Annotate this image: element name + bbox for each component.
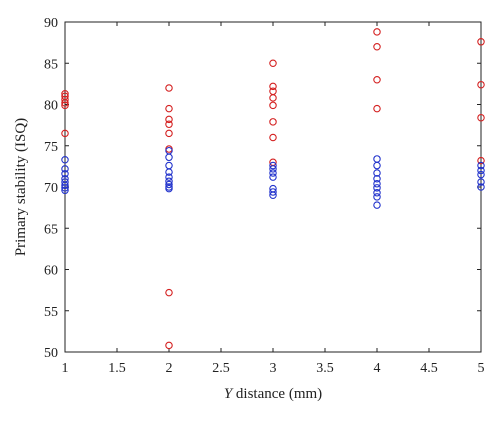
axis-ticks [64, 21, 482, 353]
y-tick-labels: 50 55 60 65 70 75 80 85 90 [44, 16, 58, 361]
x-tick-label: 1.5 [108, 361, 126, 376]
x-tick-label: 3.5 [316, 361, 334, 376]
data-point-series-0 [61, 90, 69, 98]
data-point-series-0 [269, 59, 277, 67]
data-point-series-1 [165, 168, 173, 176]
plot-area [64, 21, 482, 353]
data-point-series-0 [165, 288, 173, 297]
data-point-series-0 [269, 101, 277, 110]
data-point-series-1 [373, 193, 381, 201]
x-tick-label: 4 [374, 361, 381, 376]
y-tick-label: 70 [44, 181, 58, 196]
data-point-series-1 [269, 165, 277, 173]
data-point-series-1 [165, 153, 173, 162]
data-point-series-1 [61, 186, 69, 195]
data-point-series-1 [61, 156, 69, 164]
data-point-series-1 [477, 178, 485, 186]
data-point-series-0 [269, 118, 277, 126]
data-point-series-0 [165, 115, 173, 124]
data-point-series-1 [61, 184, 69, 192]
y-tick-label: 50 [44, 346, 58, 361]
x-tick-labels: 1 1.5 2 2.5 3 3.5 4 4.5 5 [62, 361, 485, 376]
data-point-series-1 [61, 165, 69, 173]
data-point-series-1 [269, 188, 277, 196]
x-axis-label-italic: Y [224, 386, 234, 402]
x-tick-label: 2.5 [212, 361, 230, 376]
data-point-series-0 [477, 156, 485, 165]
x-tick-label: 3 [270, 361, 277, 376]
data-point-series-1 [61, 178, 69, 186]
data-point-series-1 [61, 170, 69, 178]
data-point-series-1 [269, 173, 277, 181]
data-point-series-0 [61, 99, 69, 107]
x-tick-label: 1 [62, 361, 69, 376]
data-point-series-0 [373, 104, 381, 113]
data-point-series-0 [269, 94, 277, 102]
data-point-series-0 [269, 133, 277, 142]
data-point-series-1 [477, 166, 485, 175]
x-tick-label: 5 [478, 361, 485, 376]
y-tick-label: 60 [44, 264, 58, 279]
data-point-series-1 [373, 184, 381, 192]
data-point-series-0 [373, 28, 381, 36]
y-tick-label: 75 [44, 140, 58, 155]
data-point-series-0 [269, 82, 277, 91]
data-point-series-1 [165, 173, 173, 181]
data-point-series-1 [373, 169, 381, 177]
data-point-series-1 [165, 184, 173, 193]
data-point-series-0 [165, 341, 173, 350]
data-point-series-0 [373, 76, 381, 84]
y-tick-label: 90 [44, 16, 58, 31]
data-point-series-0 [61, 95, 69, 104]
data-point-series-0 [477, 80, 485, 89]
data-point-series-0 [61, 129, 69, 138]
data-point-series-0 [165, 120, 173, 129]
data-point-series-0 [61, 101, 69, 110]
data-point-series-1 [477, 183, 485, 191]
data-point-series-1 [165, 177, 173, 185]
data-point-series-1 [269, 191, 277, 200]
x-tick-label: 2 [166, 361, 173, 376]
data-points [61, 28, 485, 350]
data-point-series-1 [477, 161, 485, 170]
y-tick-label: 80 [44, 99, 58, 114]
data-point-series-1 [269, 161, 277, 170]
data-point-series-0 [165, 84, 173, 92]
data-point-series-1 [269, 169, 277, 177]
data-point-series-0 [477, 38, 485, 46]
data-point-series-1 [373, 189, 381, 197]
data-point-series-1 [61, 181, 69, 190]
data-point-series-1 [373, 201, 381, 209]
data-point-series-1 [373, 175, 381, 183]
data-point-series-1 [373, 161, 381, 170]
y-tick-label: 85 [44, 57, 58, 72]
data-point-series-0 [165, 129, 173, 138]
x-axis-label-rest: distance (mm) [232, 386, 322, 402]
data-point-series-1 [373, 179, 381, 188]
x-tick-label: 4.5 [420, 361, 438, 376]
data-point-series-0 [373, 42, 381, 51]
data-point-series-0 [477, 113, 485, 122]
y-axis-label: Primary stability (ISQ) [13, 118, 29, 256]
x-axis-label: Y distance (mm) [224, 386, 322, 402]
y-tick-label: 65 [44, 222, 58, 237]
y-tick-label: 55 [44, 305, 58, 320]
data-point-series-1 [477, 170, 485, 179]
data-point-series-1 [165, 180, 173, 189]
data-point-series-0 [165, 104, 173, 113]
